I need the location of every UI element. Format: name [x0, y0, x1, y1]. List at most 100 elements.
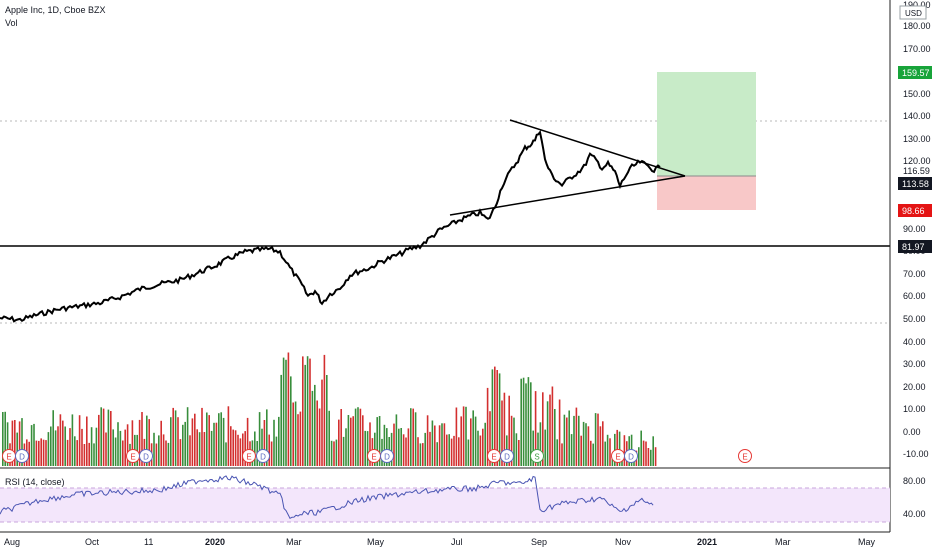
volume-bar	[582, 421, 585, 466]
event-marker-circle	[530, 449, 544, 463]
dividend-event-marker[interactable]: D	[624, 449, 638, 463]
volume-bar	[4, 411, 6, 466]
volume-bar	[81, 428, 83, 466]
volume-bar	[170, 417, 172, 466]
volume-bar	[525, 383, 527, 466]
price-tick: 180.00	[903, 21, 931, 31]
volume-bar	[338, 419, 340, 466]
volume-bar	[71, 414, 74, 466]
volume-bar	[90, 427, 93, 466]
event-marker-letter: E	[615, 453, 620, 462]
volume-bar	[570, 434, 573, 466]
volume-tick: 20.00	[903, 382, 926, 392]
price-tick: 140.00	[903, 111, 931, 121]
volume-bar	[323, 354, 326, 466]
volume-bar	[314, 384, 316, 466]
volume-bar	[263, 420, 266, 466]
currency-button[interactable]	[899, 5, 927, 20]
event-marker-letter: D	[260, 453, 266, 462]
volume-bar	[191, 418, 194, 466]
volume-bar	[194, 413, 196, 466]
symbol-title[interactable]: Apple Inc, 1D, Cboe BZX	[5, 5, 106, 15]
volume-bar	[412, 408, 414, 466]
volume-bar	[172, 407, 174, 466]
volume-bar	[232, 429, 234, 466]
volume-bar	[642, 440, 645, 466]
volume-bar	[311, 390, 314, 466]
volume-bar	[640, 430, 642, 466]
volume-bar	[491, 369, 494, 466]
volume-bar	[326, 375, 328, 466]
volume-tick: 10.00	[903, 404, 926, 414]
lower-trendline[interactable]	[449, 175, 686, 216]
volume-bar	[57, 426, 59, 466]
volume-indicator-label[interactable]: Vol	[5, 18, 18, 28]
volume-bar	[590, 440, 592, 466]
volume-bar	[453, 435, 455, 466]
volume-bar	[119, 430, 122, 466]
volume-bar	[484, 422, 486, 466]
event-marker-circle	[500, 449, 514, 463]
dividend-event-marker[interactable]: D	[380, 449, 394, 463]
stop-price-label: 98.66	[902, 206, 925, 216]
volume-bar	[335, 439, 338, 466]
volume-bar	[309, 358, 311, 466]
volume-bar	[578, 415, 580, 466]
volume-bar	[638, 447, 640, 466]
volume-bar	[407, 428, 410, 466]
earnings-event-marker[interactable]: E	[611, 449, 625, 463]
volume-bar	[155, 443, 158, 466]
earnings-event-marker[interactable]: E	[738, 449, 752, 463]
volume-bar	[189, 435, 191, 466]
volume-bar	[419, 443, 422, 466]
price-tick: 120.00	[903, 156, 931, 166]
event-marker-letter: E	[6, 453, 11, 462]
volume-bar	[218, 413, 220, 466]
volume-bar	[474, 416, 477, 466]
volume-bar	[74, 436, 76, 466]
volume-bar	[650, 449, 652, 466]
volume-bar	[244, 431, 246, 466]
volume-bar	[467, 439, 470, 466]
dividend-event-marker[interactable]: D	[139, 449, 153, 463]
volume-bar	[402, 434, 405, 466]
rsi-indicator-label[interactable]: RSI (14, close)	[5, 477, 65, 487]
earnings-event-marker[interactable]: E	[367, 449, 381, 463]
volume-bar	[239, 438, 242, 466]
upper-trendline[interactable]	[509, 119, 686, 177]
earnings-event-marker[interactable]: E	[487, 449, 501, 463]
event-marker-circle	[15, 449, 29, 463]
earnings-event-marker[interactable]: E	[126, 449, 140, 463]
event-marker-letter: D	[143, 453, 149, 462]
volume-bar	[549, 394, 551, 466]
volume-bar	[208, 415, 210, 466]
volume-bar	[302, 356, 304, 466]
volume-bar	[534, 391, 537, 466]
volume-bar	[558, 399, 561, 466]
target-zone[interactable]	[657, 72, 756, 176]
volume-bar	[539, 422, 542, 466]
earnings-event-marker[interactable]: E	[242, 449, 256, 463]
volume-bar	[230, 426, 232, 466]
volume-bar	[645, 441, 647, 466]
volume-bar	[268, 434, 270, 466]
volume-bar	[52, 410, 54, 466]
volume-tick: -10.00	[903, 449, 929, 459]
volume-bar	[606, 434, 609, 466]
stop-zone[interactable]	[657, 176, 756, 210]
volume-bar	[443, 423, 446, 466]
dividend-event-marker[interactable]: D	[500, 449, 514, 463]
volume-bar	[6, 422, 9, 466]
volume-bar	[86, 416, 88, 466]
volume-bar	[33, 423, 35, 466]
dividend-event-marker[interactable]: D	[15, 449, 29, 463]
volume-bar	[69, 428, 71, 466]
volume-bar	[383, 424, 386, 466]
volume-bar	[316, 400, 318, 466]
split-event-marker[interactable]: S	[530, 449, 544, 463]
dividend-event-marker[interactable]: D	[256, 449, 270, 463]
earnings-event-marker[interactable]: E	[2, 449, 16, 463]
volume-bar	[227, 406, 230, 466]
